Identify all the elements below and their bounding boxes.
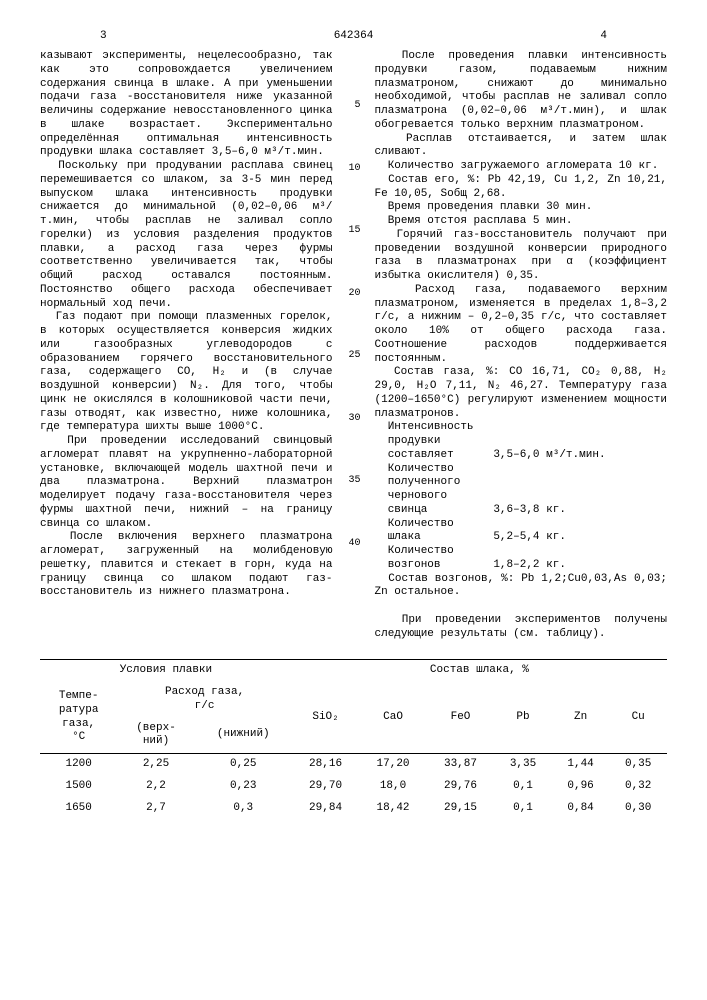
cell: 0,30 — [609, 798, 667, 820]
cell: 18,42 — [359, 798, 426, 820]
cell: 29,15 — [427, 798, 494, 820]
table-row: 1200 2,25 0,25 28,16 17,20 33,87 3,35 1,… — [40, 754, 667, 776]
cell: 2,2 — [117, 776, 194, 798]
page-number-right: 4 — [600, 30, 607, 44]
cell: 18,0 — [359, 776, 426, 798]
cell: 0,1 — [494, 776, 552, 798]
table-heading-slag: Состав шлака, % — [292, 660, 667, 682]
cell: 0,35 — [609, 754, 667, 776]
table-heading-conditions: Условия плавки — [40, 660, 292, 682]
right-column-text: После проведения плавки интенсивность пр… — [375, 50, 668, 641]
cell: 1500 — [40, 776, 117, 798]
col-cu: Cu — [609, 682, 667, 754]
col-flow-lower: (нижний) — [195, 718, 292, 754]
patent-number: 642364 — [334, 30, 374, 44]
cell: 0,1 — [494, 798, 552, 820]
cell: 0,96 — [552, 776, 610, 798]
cell: 29,70 — [292, 776, 359, 798]
col-sio2: SiO₂ — [292, 682, 359, 754]
cell: 29,84 — [292, 798, 359, 820]
cell: 2,25 — [117, 754, 194, 776]
page-number-left: 3 — [100, 30, 107, 44]
cell: 1200 — [40, 754, 117, 776]
table-body: 1200 2,25 0,25 28,16 17,20 33,87 3,35 1,… — [40, 754, 667, 820]
col-zn: Zn — [552, 682, 610, 754]
cell: 1650 — [40, 798, 117, 820]
col-temperature: Темпе- ратура газа, °C — [40, 682, 117, 754]
line-number-gutter: 5 10 15 20 25 30 35 40 — [347, 50, 361, 641]
col-flow-upper: (верх- ний) — [117, 718, 194, 754]
cell: 2,7 — [117, 798, 194, 820]
cell: 1,44 — [552, 754, 610, 776]
cell: 0,23 — [195, 776, 292, 798]
cell: 29,76 — [427, 776, 494, 798]
two-column-body: казывают эксперименты, нецелесообразно, … — [40, 50, 667, 641]
cell: 0,25 — [195, 754, 292, 776]
cell: 28,16 — [292, 754, 359, 776]
cell: 0,3 — [195, 798, 292, 820]
cell: 0,84 — [552, 798, 610, 820]
col-feo: FeO — [427, 682, 494, 754]
cell: 33,87 — [427, 754, 494, 776]
left-column-text: казывают эксперименты, нецелесообразно, … — [40, 50, 333, 641]
page-header: 3 642364 4 — [40, 30, 667, 44]
cell: 3,35 — [494, 754, 552, 776]
cell: 17,20 — [359, 754, 426, 776]
col-pb: Pb — [494, 682, 552, 754]
results-table: Условия плавки Состав шлака, % Темпе- ра… — [40, 659, 667, 819]
cell: 0,32 — [609, 776, 667, 798]
table-row: 1650 2,7 0,3 29,84 18,42 29,15 0,1 0,84 … — [40, 798, 667, 820]
col-gas-flow: Расход газа, г/с — [117, 682, 291, 718]
col-cao: CaO — [359, 682, 426, 754]
table-row: 1500 2,2 0,23 29,70 18,0 29,76 0,1 0,96 … — [40, 776, 667, 798]
